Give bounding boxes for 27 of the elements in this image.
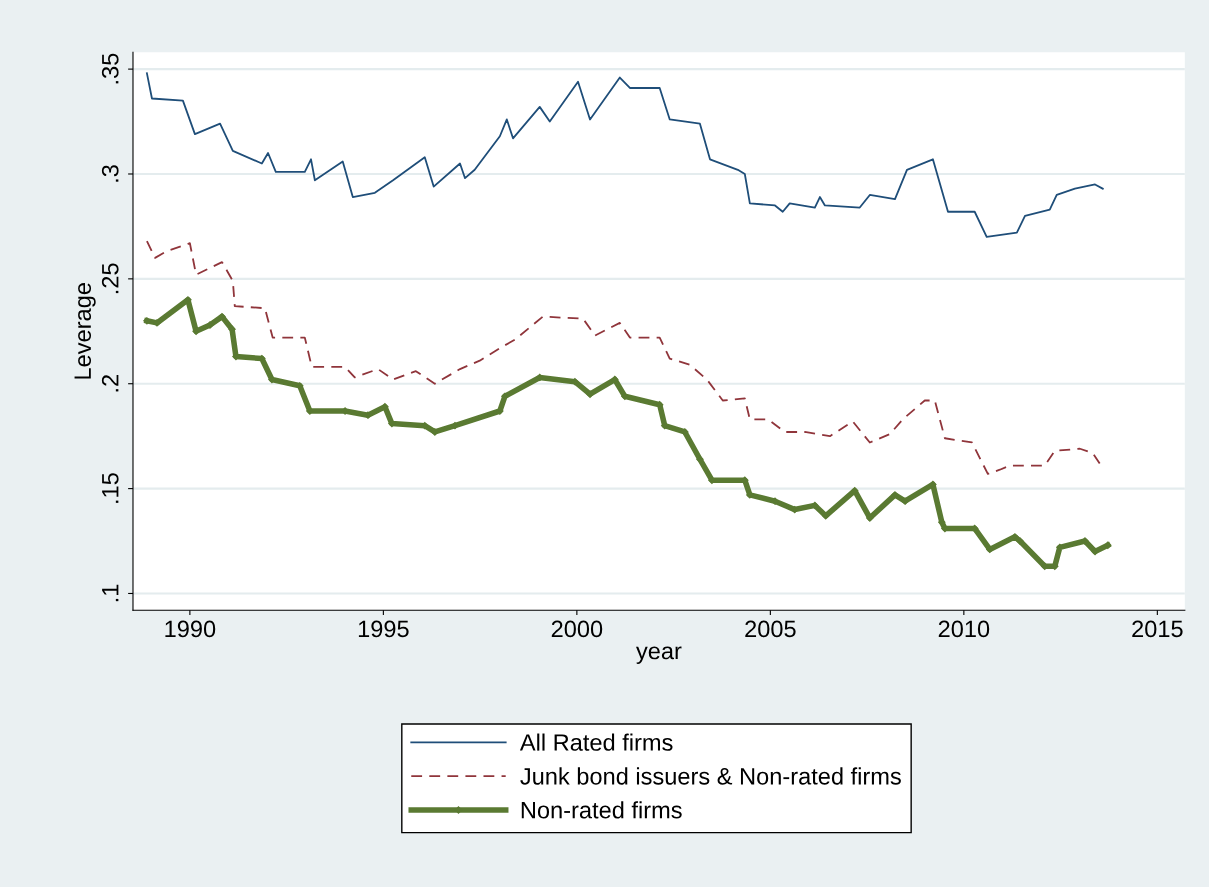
legend-label: Non-rated firms [521,801,682,819]
x-tick-label: 1995 [358,620,409,638]
y-tick-label: .15 [102,473,119,503]
y-tick-label: .25 [101,263,119,294]
point [431,428,439,436]
x-tick-label: 2010 [938,620,990,638]
x-tick-label: 2000 [551,620,603,638]
point [1104,541,1112,549]
point [696,455,704,463]
y-tick-label: .1 [102,584,119,602]
y-tick-label: .35 [101,53,119,84]
y-axis-title: Leverage [74,283,96,379]
point [1091,547,1099,556]
legend-label: All Rated firms [519,733,673,751]
x-tick-label: 2005 [745,620,796,638]
line-series [146,240,1101,475]
x-tick-label: 2015 [1132,620,1183,638]
x-tick-label: 1990 [165,620,216,638]
point [218,312,226,321]
y-tick-label: .2 [101,375,119,392]
point [891,491,899,499]
point [901,497,909,505]
y-tick-label: .3 [101,165,119,182]
x-axis-title: year [636,646,682,664]
line-series [146,72,1104,238]
legend-label: Junk bond issuers & Non-rated firms [520,767,901,785]
point [586,390,594,398]
